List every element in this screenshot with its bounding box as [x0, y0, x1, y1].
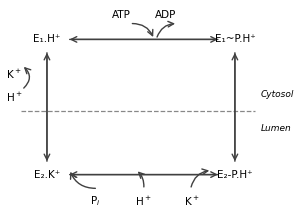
Text: H$^+$: H$^+$	[6, 91, 22, 104]
Text: K$^+$: K$^+$	[6, 68, 22, 81]
Text: ATP: ATP	[112, 10, 130, 20]
Text: E₁~P.H⁺: E₁~P.H⁺	[214, 34, 255, 45]
Text: E₂-P.H⁺: E₂-P.H⁺	[217, 169, 253, 180]
Text: E₁.H⁺: E₁.H⁺	[33, 34, 61, 45]
Text: Lumen: Lumen	[260, 124, 291, 133]
Text: K$^+$: K$^+$	[184, 195, 200, 208]
Text: P$_i$: P$_i$	[90, 194, 100, 208]
Text: Cytosol: Cytosol	[260, 90, 294, 99]
Text: E₂.K⁺: E₂.K⁺	[34, 169, 60, 180]
Text: ADP: ADP	[154, 10, 176, 20]
Text: H$^+$: H$^+$	[135, 195, 152, 208]
